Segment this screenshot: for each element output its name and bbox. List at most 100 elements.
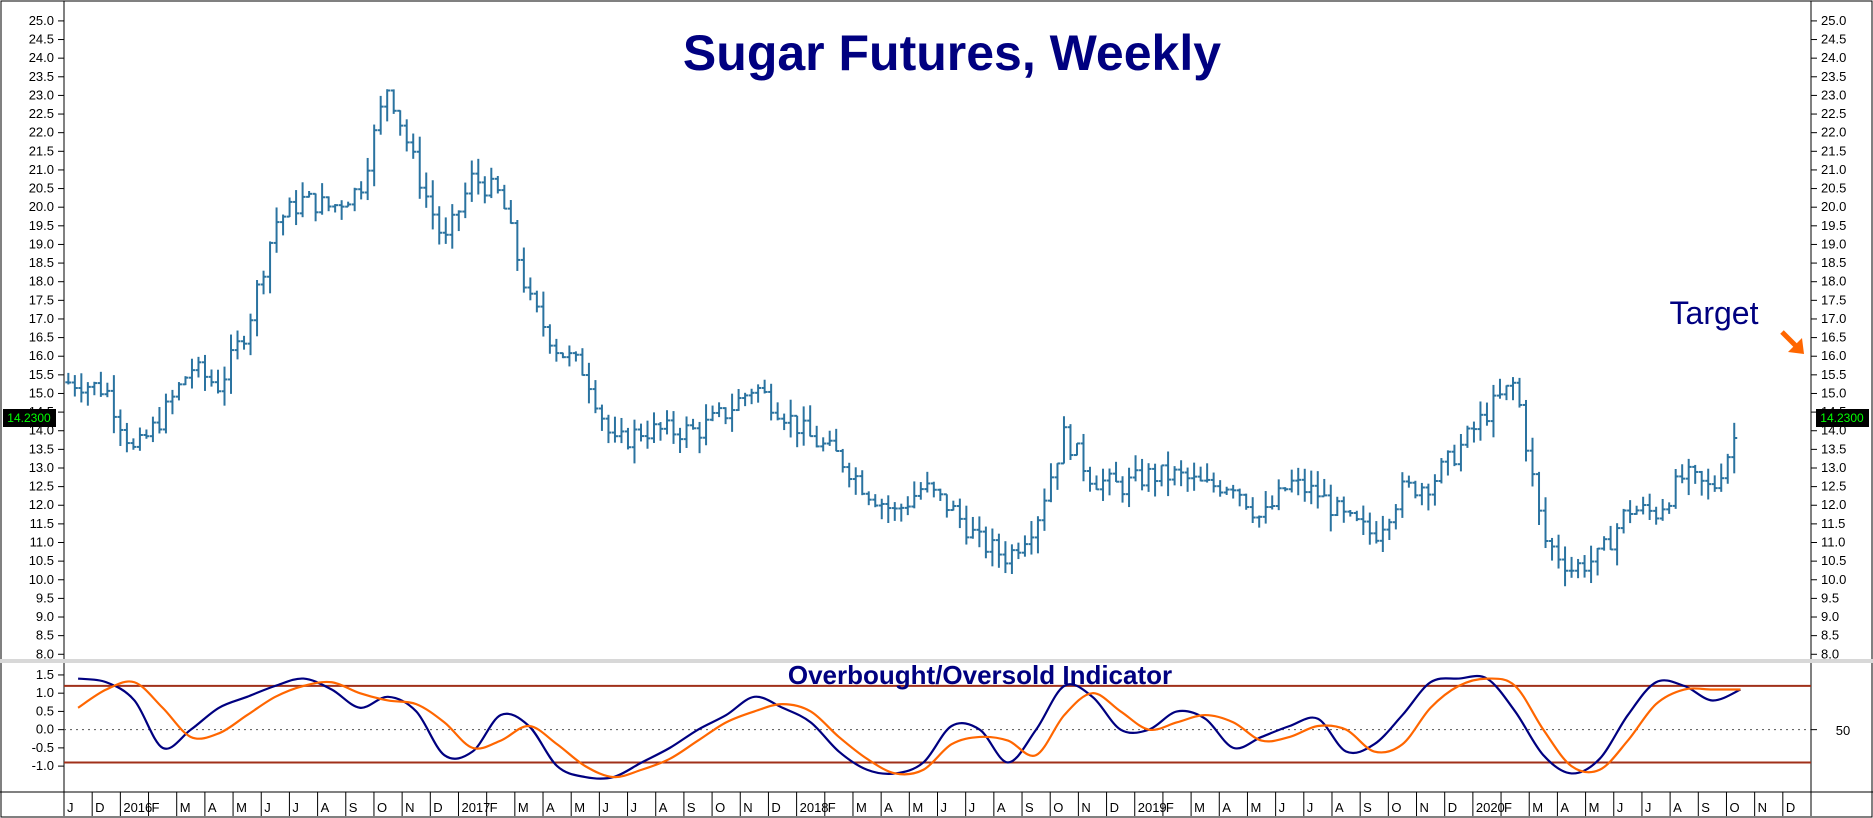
x-tick-label: J (1645, 800, 1652, 815)
price-bar (1523, 399, 1530, 462)
price-bar (104, 382, 111, 398)
price-bar (1666, 502, 1673, 514)
price-bar (722, 407, 729, 425)
price-bar (488, 167, 495, 199)
price-bar (1399, 472, 1406, 518)
price-bar (1464, 425, 1471, 448)
price-bar (143, 429, 150, 439)
x-tick-label: S (1363, 800, 1372, 815)
price-bar (1008, 544, 1015, 575)
price-bar (234, 330, 241, 360)
price-tick-left: 10.5 (29, 553, 54, 568)
price-bar (1516, 377, 1523, 408)
price-bar (325, 196, 332, 212)
price-bar (716, 402, 723, 418)
price-bar (429, 180, 436, 230)
price-bar (1386, 518, 1393, 541)
price-bar (1568, 556, 1575, 578)
price-bar (1379, 515, 1386, 553)
price-bar (1646, 493, 1653, 520)
price-tick-left: 18.0 (29, 274, 54, 289)
price-tick-right: 11.5 (1821, 516, 1845, 531)
price-tick-left: 16.0 (29, 348, 54, 363)
price-tick-right: 21.5 (1821, 143, 1846, 158)
x-tick-label: M (1532, 800, 1543, 815)
price-bar (1060, 416, 1067, 465)
price-tick-right: 18.5 (1821, 255, 1846, 270)
price-bar (1152, 463, 1159, 497)
price-tick-right: 9.5 (1821, 590, 1839, 605)
price-bar (540, 291, 547, 337)
price-bar (1601, 536, 1608, 551)
price-bar (1080, 433, 1087, 482)
target-arrow-icon (1780, 330, 1804, 354)
price-bar (787, 399, 794, 438)
price-bar (846, 462, 853, 488)
price-bar (514, 219, 521, 271)
price-bar (624, 427, 631, 450)
x-tick-label: A (1335, 800, 1344, 815)
price-bar (1327, 484, 1334, 532)
price-bar (136, 427, 143, 451)
price-bar (781, 413, 788, 431)
price-bar (1444, 450, 1451, 476)
price-bar (1562, 546, 1569, 587)
price-bar (1672, 469, 1679, 509)
price-bar (774, 402, 781, 421)
indicator-line-fast (77, 674, 1742, 780)
price-tick-left: 23.5 (29, 69, 54, 84)
price-bar (1627, 500, 1634, 524)
price-bar (1620, 508, 1627, 534)
price-tick-left: 19.0 (29, 236, 54, 251)
price-bar (208, 369, 215, 387)
price-bar (481, 176, 488, 204)
price-bar (631, 419, 638, 464)
x-tick-label: J (969, 800, 976, 815)
price-tick-left: 15.0 (29, 385, 54, 400)
price-bar (794, 414, 801, 448)
price-tick-right: 15.0 (1821, 385, 1846, 400)
x-tick-label: F (1166, 800, 1174, 815)
price-bar (442, 217, 449, 244)
indicator-levels (64, 684, 1811, 764)
chart-title: Sugar Futures, Weekly (683, 25, 1221, 81)
price-tick-left: 15.5 (29, 367, 54, 382)
x-tick-label: D (433, 800, 442, 815)
x-tick-label: F (828, 800, 836, 815)
price-bar (1314, 471, 1321, 509)
price-tick-right: 21.0 (1821, 162, 1846, 177)
price-bar (162, 393, 169, 434)
price-bar (605, 414, 612, 444)
x-tick-label: N (743, 800, 752, 815)
x-tick-label: M (912, 800, 923, 815)
price-bar (839, 448, 846, 473)
price-tick-right: 15.5 (1821, 367, 1846, 382)
price-tick-left: 18.5 (29, 255, 54, 270)
price-bar (1015, 542, 1022, 560)
price-bar (1002, 541, 1009, 574)
x-tick-label: O (715, 800, 725, 815)
price-bar (1490, 384, 1497, 438)
price-bar (1054, 462, 1061, 490)
price-bar (1457, 433, 1464, 472)
x-tick-label: M (236, 800, 247, 815)
price-bars (65, 89, 1738, 587)
price-tick-right: 25.0 (1821, 13, 1846, 28)
indicator-tick: 1.5 (36, 667, 54, 682)
price-bar (976, 516, 983, 548)
x-tick-label: J (67, 800, 74, 815)
price-bar (254, 280, 261, 337)
price-bar (1718, 463, 1725, 492)
x-tick-label: A (884, 800, 893, 815)
price-bar (670, 411, 677, 444)
price-bar (1067, 424, 1074, 460)
price-tick-left: 13.5 (29, 441, 54, 456)
price-tick-right: 8.5 (1821, 628, 1839, 643)
price-bar (410, 133, 417, 159)
price-tick-left: 22.0 (29, 125, 54, 140)
price-bar (1295, 467, 1302, 496)
price-bar (709, 405, 716, 422)
price-bar (696, 421, 703, 454)
price-bar (598, 404, 605, 431)
